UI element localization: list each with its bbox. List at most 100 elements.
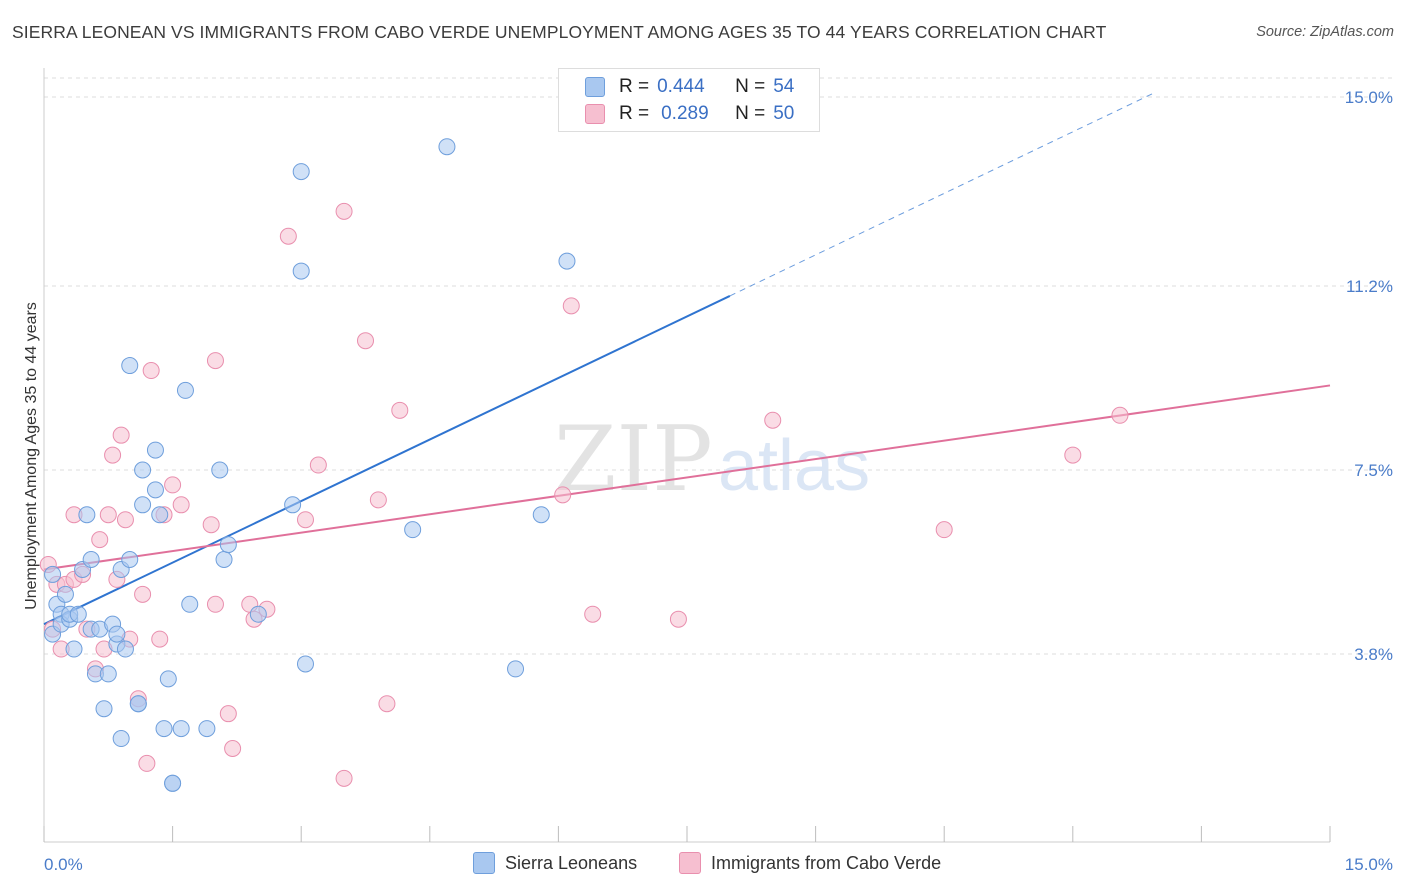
point-sierra-leoneans [292, 163, 310, 181]
axes [43, 68, 1331, 843]
point-cabo-verde [206, 595, 224, 613]
point-cabo-verde [224, 739, 242, 757]
point-sierra-leoneans [116, 640, 134, 658]
legend-swatch-blue [473, 852, 495, 874]
point-sierra-leoneans [219, 536, 237, 554]
point-cabo-verde [335, 202, 353, 220]
x-tick-label: 0.0% [44, 855, 83, 874]
point-cabo-verde [134, 585, 152, 603]
point-sierra-leoneans [95, 700, 113, 718]
point-cabo-verde [562, 297, 580, 315]
legend-r-value: 0.289 [661, 103, 709, 124]
point-sierra-leoneans [198, 720, 216, 738]
point-cabo-verde [309, 456, 327, 474]
point-sierra-leoneans [292, 262, 310, 280]
point-sierra-leoneans [211, 461, 229, 479]
point-sierra-leoneans [164, 774, 182, 792]
point-sierra-leoneans [99, 665, 117, 683]
legend-row-cabo-verde: R = 0.289 N = 50 [585, 102, 794, 126]
point-cabo-verde [164, 476, 182, 494]
point-cabo-verde [764, 411, 782, 429]
point-sierra-leoneans [558, 252, 576, 270]
point-cabo-verde [116, 511, 134, 529]
y-tick-label: 15.0% [1345, 88, 1393, 107]
point-sierra-leoneans [532, 506, 550, 524]
point-cabo-verde [206, 352, 224, 370]
trendline-sierra-leoneans-extension [729, 92, 1155, 297]
point-cabo-verde [112, 426, 130, 444]
tick-labels: 3.8% 7.5% 11.2% 15.0% 0.0% 15.0% [44, 88, 1393, 874]
point-cabo-verde [1111, 406, 1129, 424]
legend-item-sierra-leoneans: Sierra Leoneans [473, 852, 637, 874]
point-sierra-leoneans [172, 720, 190, 738]
y-tick-label: 3.8% [1354, 645, 1393, 664]
legend-swatch-pink [585, 104, 605, 124]
legend-n-value: 50 [773, 103, 795, 124]
correlation-legend: R = 0.444 N = 54 R = 0.289 N = 50 [558, 68, 820, 132]
watermark-zip: ZIP [554, 407, 713, 512]
point-cabo-verde [391, 401, 409, 419]
point-sierra-leoneans [121, 551, 139, 569]
legend-item-cabo-verde: Immigrants from Cabo Verde [679, 852, 941, 874]
legend-r-label: R = [619, 76, 650, 97]
point-cabo-verde [584, 605, 602, 623]
legend-label: Sierra Leoneans [505, 852, 638, 873]
point-cabo-verde [151, 630, 169, 648]
chart-title: SIERRA LEONEAN VS IMMIGRANTS FROM CABO V… [12, 22, 1107, 42]
point-sierra-leoneans [65, 640, 83, 658]
point-sierra-leoneans [151, 506, 169, 524]
legend-row-sierra-leoneans: R = 0.444 N = 54 [585, 75, 794, 99]
trendlines [43, 92, 1331, 626]
legend-n-value: 54 [773, 76, 795, 97]
legend-n-label: N = [735, 76, 766, 97]
point-cabo-verde [219, 705, 237, 723]
y-tick-label: 11.2% [1346, 277, 1393, 296]
legend-r-label: R = [619, 103, 650, 124]
point-sierra-leoneans [159, 670, 177, 688]
x-tick-label: 15.0% [1345, 855, 1393, 874]
legend-label: Immigrants from Cabo Verde [711, 852, 942, 873]
point-cabo-verde [296, 511, 314, 529]
point-sierra-leoneans [215, 551, 233, 569]
point-cabo-verde [369, 491, 387, 509]
legend-r-value: 0.444 [657, 76, 705, 97]
point-sierra-leoneans [78, 506, 96, 524]
point-cabo-verde [935, 521, 953, 539]
data-points [39, 138, 1129, 792]
point-sierra-leoneans [146, 481, 164, 499]
point-cabo-verde [378, 695, 396, 713]
point-sierra-leoneans [284, 496, 302, 514]
source-label: Source: ZipAtlas.com [1256, 24, 1394, 40]
point-cabo-verde [99, 506, 117, 524]
watermark-atlas: atlas [718, 426, 870, 506]
point-cabo-verde [104, 446, 122, 464]
y-tick-label: 7.5% [1354, 461, 1393, 480]
point-sierra-leoneans [249, 605, 267, 623]
trendline-sierra-leoneans [43, 295, 731, 626]
gridlines [44, 77, 1395, 655]
point-sierra-leoneans [108, 625, 126, 643]
point-sierra-leoneans [181, 595, 199, 613]
point-sierra-leoneans [438, 138, 456, 156]
legend-swatch-pink [679, 852, 701, 874]
point-sierra-leoneans [69, 605, 87, 623]
point-sierra-leoneans [134, 461, 152, 479]
point-sierra-leoneans [112, 730, 130, 748]
series-legend: Sierra Leoneans Immigrants from Cabo Ver… [0, 852, 1406, 878]
point-sierra-leoneans [82, 551, 100, 569]
point-cabo-verde [142, 362, 160, 380]
legend-n-label: N = [735, 103, 766, 124]
point-sierra-leoneans [134, 496, 152, 514]
point-sierra-leoneans [404, 521, 422, 539]
point-cabo-verde [138, 754, 156, 772]
point-sierra-leoneans [121, 357, 139, 375]
point-cabo-verde [202, 516, 220, 534]
point-sierra-leoneans [129, 695, 147, 713]
point-cabo-verde [335, 769, 353, 787]
point-sierra-leoneans [507, 660, 525, 678]
point-sierra-leoneans [44, 565, 62, 583]
point-sierra-leoneans [146, 441, 164, 459]
point-sierra-leoneans [155, 720, 173, 738]
point-cabo-verde [669, 610, 687, 628]
